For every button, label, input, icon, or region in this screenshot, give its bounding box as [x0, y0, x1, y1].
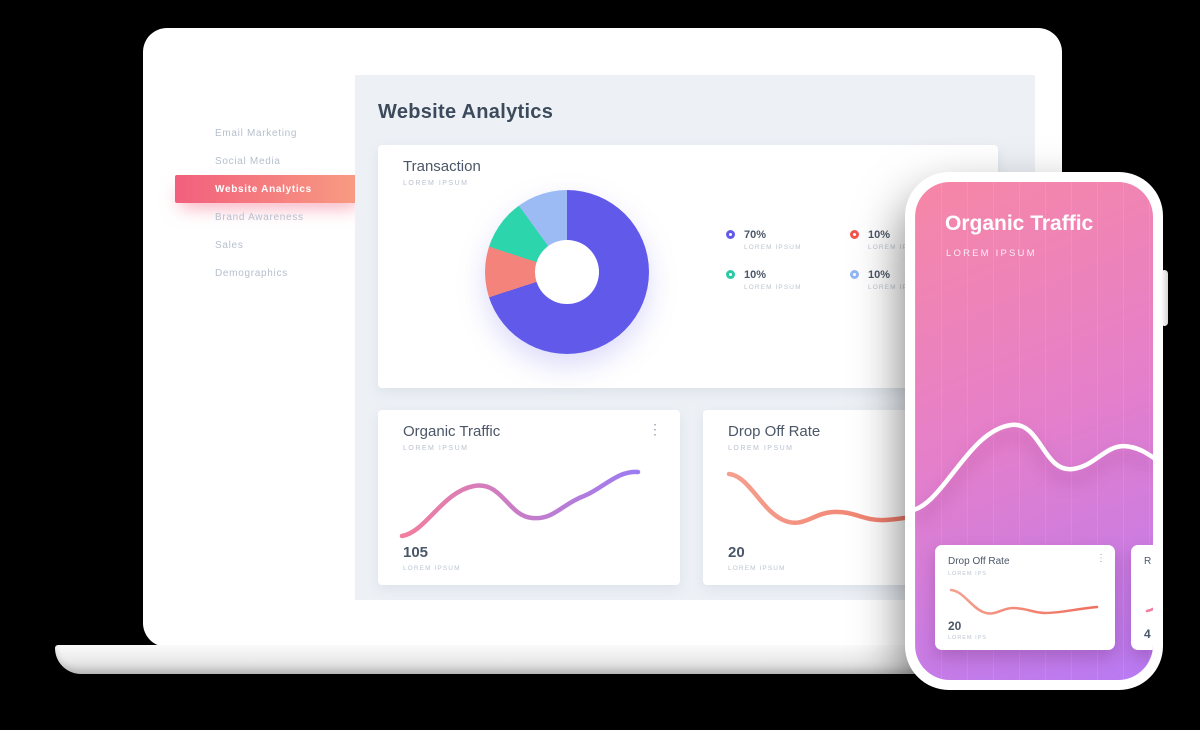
phone-organic-line-chart [915, 422, 1153, 512]
phone-side-button [1161, 270, 1168, 326]
kebab-menu-icon[interactable]: ⋮ [648, 421, 662, 437]
legend-value: 10% [868, 269, 891, 281]
phone-secondary-line-chart [1145, 607, 1153, 613]
legend-item: 10% LOREM IPSUM [726, 269, 850, 291]
legend-ring-purple-icon [726, 230, 735, 239]
phone-mockup: Organic Traffic LOREM IPSUM Drop Off Rat… [905, 172, 1168, 690]
organic-traffic-card: Organic Traffic LOREM IPSUM ⋮ 105 LOREM … [378, 410, 680, 585]
phone-dropoff-card-title: Drop Off Rate [948, 556, 1010, 567]
dropoff-card-value: 20 [728, 544, 745, 561]
sidebar-item-sales[interactable]: Sales [215, 239, 244, 251]
legend-value: 10% [868, 229, 891, 241]
organic-card-title: Organic Traffic [403, 423, 501, 440]
phone-secondary-card-value: 4 [1144, 627, 1151, 641]
phone-dropoff-card-subtitle: LOREM IPS [948, 571, 987, 577]
legend-item: 10% LOREM IPSUM [850, 269, 974, 291]
transaction-card: Transaction LOREM IPSUM 70% LOREM IPSUM [378, 145, 998, 388]
organic-card-subtitle: LOREM IPSUM [403, 445, 469, 452]
legend-value: 10% [744, 269, 767, 281]
dropoff-card-value-label: LOREM IPSUM [728, 565, 786, 572]
legend-ring-red-icon [850, 230, 859, 239]
sidebar-item-demographics[interactable]: Demographics [215, 267, 288, 279]
legend-item: 70% LOREM IPSUM [726, 229, 850, 251]
organic-traffic-line-chart [399, 469, 641, 539]
legend-ring-teal-icon [726, 270, 735, 279]
transaction-card-subtitle: LOREM IPSUM [403, 180, 469, 187]
legend-label: LOREM IPSUM [868, 284, 926, 291]
phone-dropoff-card-value: 20 [948, 619, 962, 633]
kebab-menu-icon[interactable]: ⋮ [1096, 553, 1106, 564]
phone-dropoff-card: Drop Off Rate LOREM IPS ⋮ 20 LOREM IPS [935, 545, 1115, 650]
phone-secondary-card-title: R [1144, 556, 1152, 567]
organic-card-value-label: LOREM IPSUM [403, 565, 461, 572]
page-title: Website Analytics [378, 101, 554, 123]
legend-label: LOREM IPSUM [868, 244, 926, 251]
sidebar-item-brand-awareness[interactable]: Brand Awareness [215, 211, 304, 223]
phone-dropoff-line-chart [949, 588, 1099, 615]
transaction-legend: 70% LOREM IPSUM 10% LOREM IPSUM [726, 229, 974, 291]
sidebar-item-social-media[interactable]: Social Media [215, 155, 281, 167]
sidebar-item-email-marketing[interactable]: Email Marketing [215, 127, 298, 139]
phone-dropoff-card-value-label: LOREM IPS [948, 635, 987, 641]
dropoff-card-title: Drop Off Rate [728, 423, 821, 440]
phone-page-subtitle: LOREM IPSUM [946, 248, 1037, 259]
sidebar-item-website-analytics[interactable]: Website Analytics [175, 175, 363, 203]
transaction-donut-chart [485, 190, 649, 354]
legend-ring-blue-icon [850, 270, 859, 279]
organic-card-value: 105 [403, 544, 429, 561]
dropoff-card-subtitle: LOREM IPSUM [728, 445, 794, 452]
transaction-card-title: Transaction [403, 158, 481, 175]
phone-secondary-card: R 4 [1131, 545, 1153, 650]
legend-value: 70% [744, 229, 767, 241]
legend-label: LOREM IPSUM [744, 284, 802, 291]
legend-label: LOREM IPSUM [744, 244, 802, 251]
sidebar: Email Marketing Social Media Website Ana… [175, 75, 363, 600]
phone-page-title: Organic Traffic [945, 212, 1094, 235]
phone-screen: Organic Traffic LOREM IPSUM Drop Off Rat… [915, 182, 1153, 680]
legend-item: 10% LOREM IPSUM [850, 229, 974, 251]
